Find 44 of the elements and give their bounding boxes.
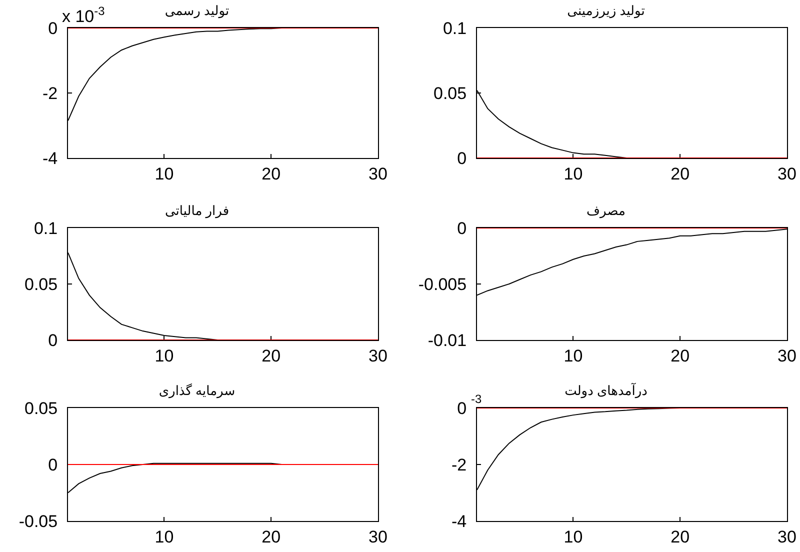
x-tick-label: 30	[368, 164, 388, 184]
y-tick-label: -2	[451, 455, 467, 474]
y-tick-label: 0.1	[34, 218, 58, 238]
x-tick-label: 30	[368, 346, 388, 366]
x-tick-label: 20	[670, 346, 690, 366]
chart-title: فرار مالیاتی	[164, 203, 230, 220]
y-tick-label: 0.05	[24, 398, 58, 418]
y-tick-label: -0.05	[18, 512, 58, 531]
y-tick-label: 0.1	[442, 18, 467, 38]
chart-title: تولید زیرزمینی	[567, 3, 646, 20]
y-tick-label: -2	[42, 84, 58, 103]
y-tick-label: 0	[457, 218, 467, 238]
y-tick-label: 0	[457, 148, 467, 168]
x-tick-label: 30	[778, 346, 796, 366]
y-tick-label: -4	[42, 148, 58, 168]
chart-title: تولید رسمی	[164, 3, 230, 20]
text: -3	[471, 392, 482, 406]
chart-title: درآمدهای دولت	[564, 382, 648, 400]
y-tick-label: 0	[457, 398, 467, 418]
y-tick-label: 0	[48, 455, 58, 474]
x-tick-label: 30	[778, 527, 796, 546]
y-tick-label: -0.005	[418, 274, 467, 294]
y-tick-label: 0.05	[24, 274, 58, 294]
x-tick-label: 20	[262, 164, 281, 184]
y-tick-label: -4	[451, 512, 467, 531]
x-tick-label: 10	[154, 164, 174, 184]
x-tick-label: 10	[564, 346, 583, 366]
y-tick-label: -0.01	[428, 330, 467, 350]
chart-title: مصرف	[586, 203, 626, 220]
y-tick-label: 0	[48, 18, 58, 38]
x-tick-label: 10	[154, 527, 174, 546]
y-tick-label: 0	[48, 330, 58, 350]
text: x 10$^{-3}$	[62, 4, 106, 26]
x-tick-label: 20	[670, 164, 690, 184]
x-tick-label: 20	[670, 527, 690, 546]
x-tick-label: 10	[564, 164, 583, 184]
x-tick-label: 20	[262, 346, 281, 366]
x-tick-label: 10	[564, 527, 583, 546]
x-tick-label: 20	[262, 527, 281, 546]
x-tick-label: 30	[368, 527, 388, 546]
y-tick-label: 0.05	[434, 84, 467, 103]
x-tick-label: 10	[154, 346, 174, 366]
chart-title: سرمایه گذاری	[158, 383, 236, 400]
x-tick-label: 30	[778, 164, 796, 184]
